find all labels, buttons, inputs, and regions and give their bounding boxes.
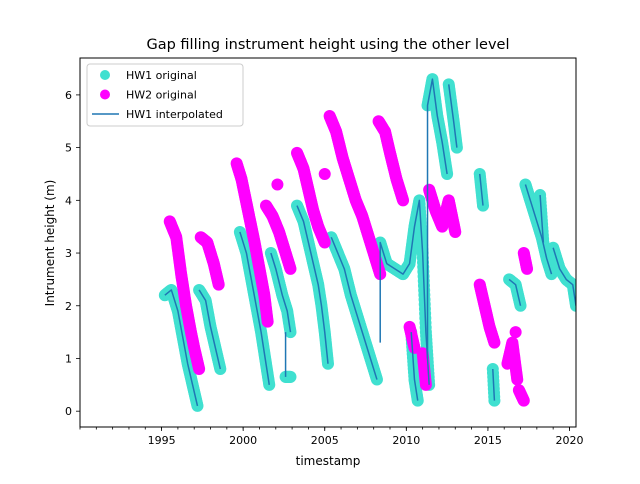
data-point [521, 262, 534, 275]
interpolated-line-segment-13 [508, 278, 522, 306]
legend-dot-swatch [100, 89, 110, 100]
axes-frame [79, 57, 577, 428]
interpolated-line-segment-7 [379, 199, 430, 385]
legend-dot-swatch [100, 70, 110, 80]
axes: 1995 2000 2005 2010 2015 2020 0 1 2 3 4 5 6 [65, 57, 583, 447]
data-point [318, 167, 331, 180]
interpolated-line-segment-1 [198, 289, 222, 370]
chart-title: Gap filling instrument height using the … [146, 37, 509, 53]
y-axis-label: Intrument height (m) [43, 180, 57, 307]
interpolated-line-segment-0 [164, 289, 199, 407]
x-tick-label: 2000 [229, 434, 257, 447]
x-tick-label: 2015 [474, 434, 502, 447]
data-point [261, 315, 274, 328]
x-tick-label: 2020 [555, 434, 583, 447]
y-tick-label: 1 [65, 352, 72, 365]
data-point [517, 394, 530, 407]
interpolated-line-segment-11 [478, 173, 484, 206]
interpolated-line-segment-5 [296, 205, 329, 364]
y-tick-label: 0 [65, 405, 72, 418]
legend-label: HW2 original [126, 89, 197, 102]
interpolated-line-segment-6 [330, 236, 378, 380]
interpolated-line-segment-16 [552, 247, 576, 306]
interpolated-line-segment-14 [524, 184, 553, 275]
legend-label: HW1 original [126, 69, 197, 82]
data-point [511, 373, 524, 386]
data-point [318, 236, 331, 249]
plot-area [158, 73, 576, 412]
interpolated-line-segment-15 [539, 195, 545, 243]
data-point [488, 336, 501, 349]
legend: HW1 original HW2 original HW1 interpolated [86, 63, 244, 127]
data-point [193, 363, 206, 376]
y-tick-label: 5 [65, 142, 72, 155]
interpolated-line-segment-8 [410, 332, 419, 401]
x-tick-label: 1995 [148, 434, 176, 447]
x-tick-label: 2010 [392, 434, 420, 447]
series-hw2-original [163, 109, 534, 407]
data-point [397, 194, 410, 207]
data-point [284, 370, 297, 383]
y-tick-label: 4 [65, 194, 72, 207]
data-point [509, 326, 522, 339]
x-tick-label: 2005 [311, 434, 339, 447]
interpolated-line-segment-10 [447, 84, 458, 148]
data-point [449, 225, 462, 238]
y-tick-label: 3 [65, 247, 72, 260]
interpolated-line-segment-2 [239, 231, 271, 385]
data-point [419, 378, 432, 391]
data-point [212, 278, 225, 291]
data-point [271, 178, 284, 191]
x-axis-label: timestamp [296, 454, 361, 468]
y-tick-label: 6 [65, 89, 72, 102]
y-tick-label: 2 [65, 300, 72, 313]
legend-label: HW1 interpolated [126, 108, 223, 121]
interpolated-line-segment-12 [492, 368, 496, 401]
interpolated-line-segment-9 [426, 78, 448, 359]
data-point [284, 262, 297, 275]
series-hw1-interpolated [164, 78, 576, 407]
legend-box [86, 63, 244, 127]
data-point [570, 299, 576, 312]
interpolated-line-segment-3 [270, 252, 292, 333]
